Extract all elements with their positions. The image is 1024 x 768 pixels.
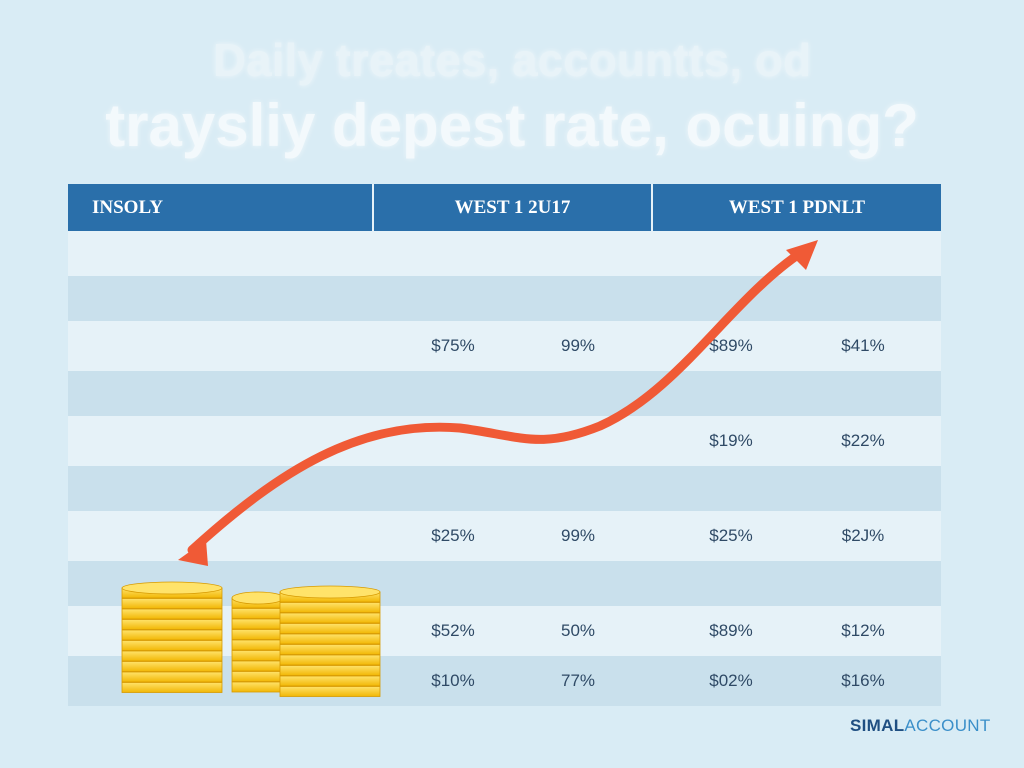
brand-part-1: SIMAL	[850, 716, 905, 735]
headline-line-1: Daily treates, accountts, od	[212, 34, 812, 86]
table-cell: $02%	[709, 671, 753, 690]
headline-line-2: traysliy depest rate, ocuing?	[105, 92, 919, 159]
table-cell: 99%	[560, 526, 596, 545]
table-cell: $41%	[841, 336, 885, 355]
table-row: $75% 99% $89% $41%	[68, 321, 941, 371]
brand-logo: SIMALACCOUNT	[850, 716, 991, 736]
table-cell: 50%	[560, 621, 596, 640]
table-cell: $89%	[709, 621, 753, 640]
table-row: $10% 77% $02% $16%	[68, 656, 941, 706]
headline: Daily treates, accountts, od traysliy de…	[0, 30, 1024, 162]
table-row	[68, 561, 941, 606]
data-table: INSOLY WEST 1 2U17 WEST 1 PDNLT $75% 99%…	[68, 184, 941, 706]
column-header-west-pdnlt: WEST 1 PDNLT	[728, 196, 866, 218]
table-cell: $2J%	[841, 526, 885, 545]
column-header-west-2017: WEST 1 2U17	[374, 184, 653, 231]
table-cell: $19%	[709, 431, 753, 450]
table-row: $19% $22%	[68, 416, 941, 466]
column-header-insoly: INSOLY	[68, 184, 374, 231]
table-cell: $16%	[841, 671, 885, 690]
table-cell: $10%	[431, 671, 475, 690]
brand-part-2: ACCOUNT	[904, 716, 991, 735]
table-cell: 77%	[560, 671, 596, 690]
table-cell: $22%	[841, 431, 885, 450]
table-cell: 99%	[560, 336, 596, 355]
table-row	[68, 371, 941, 416]
table-row	[68, 231, 941, 276]
table-row	[68, 466, 941, 511]
table-row: $25% 99% $25% $2J%	[68, 511, 941, 561]
table-cell: $75%	[431, 336, 475, 355]
table-row: $52% 50% $89% $12%	[68, 606, 941, 656]
table-header: INSOLY WEST 1 2U17 WEST 1 PDNLT	[68, 184, 941, 231]
table-cell: $25%	[709, 526, 753, 545]
table-cell: $52%	[431, 621, 475, 640]
table-body: $75% 99% $89% $41% $19% $22% $25% 99% $2…	[68, 231, 941, 706]
table-cell: $89%	[709, 336, 753, 355]
table-cell: $25%	[431, 526, 475, 545]
table-cell: $12%	[841, 621, 885, 640]
table-row	[68, 276, 941, 321]
